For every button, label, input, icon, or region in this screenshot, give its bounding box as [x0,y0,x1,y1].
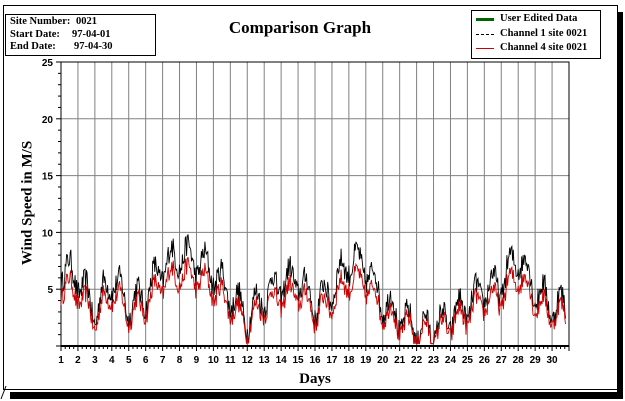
x-tick-label: 2 [75,355,81,366]
end-date-value: 97-04-30 [74,41,113,52]
x-tick-label: 29 [530,355,542,366]
x-tick-label: 3 [92,355,98,366]
x-tick-label: 24 [445,355,457,366]
x-tick-label: 18 [343,355,355,366]
legend-swatch-channel-1 [476,34,494,35]
x-tick-label: 23 [428,355,440,366]
window-shadow-bottom [10,392,623,399]
y-tick-label: 5 [47,285,53,296]
series-line-channel-1 [60,234,566,345]
x-tick-label: 1 [58,355,64,366]
start-date-value: 97-04-01 [72,28,111,40]
x-tick-label: 5 [126,355,132,366]
x-tick-label: 17 [326,355,338,366]
site-number-label: Site Number: [10,16,71,27]
legend-label-user-edited: User Edited Data [500,13,578,24]
x-tick-label: 7 [160,355,166,366]
corner-mark [0,385,7,400]
x-tick-label: 14 [276,355,288,366]
x-tick-label: 9 [194,355,200,366]
legend-label-channel-1: Channel 1 site 0021 [500,28,588,39]
legend-swatch-user-edited [476,18,494,21]
x-tick-label: 26 [479,355,491,366]
x-axis-label: Days [299,371,331,387]
legend: User Edited Data Channel 1 site 0021 Cha… [471,10,601,59]
x-tick-label: 25 [462,355,474,366]
x-tick-label: 11 [225,355,236,366]
start-date-label: Start Date: [10,28,60,40]
x-tick-label: 19 [360,355,372,366]
x-tick-label: 28 [513,355,525,366]
x-tick-label: 15 [293,355,305,366]
x-tick-label: 12 [242,355,254,366]
x-tick-label: 10 [208,355,220,366]
window-shadow-right [617,12,623,399]
plot-frame [60,61,570,347]
y-tick-label: 20 [42,115,54,126]
x-tick-label: 8 [177,355,183,366]
site-info-box: Site Number: 0021 Start Date: 97-04-01 End… [5,14,156,56]
y-tick-label: 25 [42,58,54,69]
end-date-label: End Date: [10,41,56,52]
x-tick-label: 13 [259,355,271,366]
x-tick-label: 27 [496,355,508,366]
legend-label-channel-4: Channel 4 site 0021 [500,42,588,53]
site-number-value: 0021 [76,16,97,27]
start-date-row: Start Date: 97-04-01 [10,29,155,42]
x-tick-label: 16 [309,355,321,366]
end-date-row: End Date: 97-04-30 [10,41,155,54]
x-tick-label: 22 [411,355,423,366]
series-line-channel-4 [60,256,566,345]
y-tick-label: 15 [42,172,54,183]
x-tick-label: 20 [377,355,389,366]
x-tick-label: 6 [143,355,149,366]
y-tick-label: 10 [42,228,54,239]
x-tick-label: 4 [109,355,115,366]
legend-swatch-channel-4 [476,48,494,49]
chart-title: Comparison Graph [228,18,372,37]
site-number-row: Site Number: 0021 [10,16,155,29]
x-tick-label: 21 [394,355,406,366]
x-tick-label: 30 [547,355,559,366]
